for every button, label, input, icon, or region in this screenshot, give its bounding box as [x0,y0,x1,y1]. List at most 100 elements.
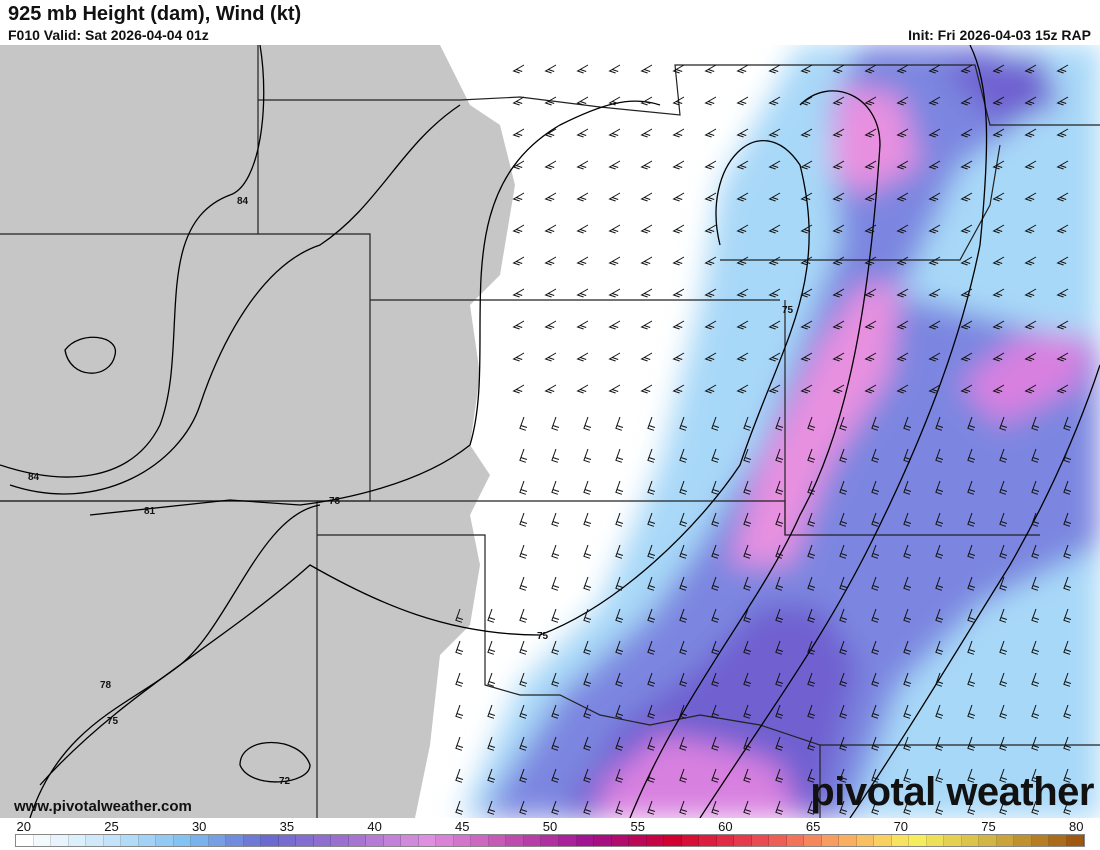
wind-barb [800,96,813,106]
wind-barb [1024,128,1037,138]
wind-barb [576,96,589,106]
wind-barb [896,256,909,266]
wind-barb [551,448,560,463]
wind-barb [871,608,880,623]
wind-barb [807,544,816,559]
wind-barb [896,224,909,234]
state-borders [0,45,1100,818]
wind-barb [1031,512,1040,527]
wind-barb [704,352,717,362]
wind-barb [1056,384,1069,394]
colorbar-cell [1049,835,1067,846]
wind-barb [519,736,528,751]
wind-barb [800,256,813,266]
wind-barb [807,736,816,751]
wind-barb [519,480,528,495]
wind-barb [775,800,784,815]
wind-barb [647,704,656,719]
wind-barb [1056,64,1069,74]
wind-barb [647,768,656,783]
colorbar-cell [453,835,472,846]
wind-barb [775,608,784,623]
wind-barb [512,256,525,266]
wind-barb [1063,576,1072,591]
wind-barb [512,384,525,394]
wind-barb [743,448,752,463]
wind-barb [1024,288,1037,298]
wind-barb [544,352,557,362]
wind-barb [704,96,717,106]
colorbar-cell [944,835,962,846]
wind-barb [576,320,589,330]
colorbar-cell [734,835,752,846]
wind-barb [608,96,621,106]
wind-barb [839,480,848,495]
wind-barb [1056,288,1069,298]
wind-barb [615,416,624,431]
colorbar-cell [681,835,700,846]
wind-barb [704,192,717,202]
wind-barb [1024,64,1037,74]
wind-barb [1056,256,1069,266]
wind-barb [967,704,976,719]
wind-barb [647,448,656,463]
wind-barb [839,640,848,655]
wind-barb [935,448,944,463]
wind-barb [679,512,688,527]
colorbar-cell [138,835,157,846]
contour-label: 78 [329,496,341,507]
wind-barb [928,160,941,170]
wind-barb [576,160,589,170]
wind-barb [672,288,685,298]
wind-barb [928,96,941,106]
wind-barb [839,416,848,431]
wind-barb [551,704,560,719]
wind-barb [544,256,557,266]
wind-barb [583,736,592,751]
wind-barb [807,608,816,623]
wind-barb [736,160,749,170]
wind-barb [608,128,621,138]
colorbar-cell [1014,835,1032,846]
wind-barb [647,512,656,527]
wind-barb [679,704,688,719]
wind-barb [1063,416,1072,431]
map-title: 925 mb Height (dam), Wind (kt) [8,3,302,25]
wind-barb [864,224,877,234]
wind-barb [928,192,941,202]
wind-barb [640,352,653,362]
contour-label: 81 [144,506,156,517]
wind-barb [864,320,877,330]
wind-barb [960,160,973,170]
wind-barb [807,704,816,719]
wind-barb [871,448,880,463]
contour-label: 72 [279,776,291,787]
wind-barb [736,320,749,330]
wind-barb [1063,704,1072,719]
wind-barb [800,160,813,170]
wind-barb [615,672,624,687]
wind-barb [679,576,688,591]
wind-barb [647,800,656,815]
weather-map[interactable]: 84 84 81 78 78 75 75 75 72 [0,45,1100,818]
contour-label: 75 [782,305,794,316]
colorbar-tick: 35 [279,819,295,834]
wind-barb [768,256,781,266]
wind-barb [672,352,685,362]
wind-barb [800,352,813,362]
colorbar-cell [366,835,384,846]
wind-barb [679,480,688,495]
colorbar-cell [558,835,577,846]
wind-barb [807,640,816,655]
valid-time: F010 Valid: Sat 2026-04-04 01z [8,27,209,43]
wind-barb [711,640,720,655]
wind-barb [640,224,653,234]
wind-barb [576,256,589,266]
wind-barb [487,672,496,687]
wind-barb [960,128,973,138]
colorbar-cell [926,835,945,846]
wind-barb [679,448,688,463]
wind-barb [864,160,877,170]
wind-barb [704,384,717,394]
wind-barb [999,416,1008,431]
